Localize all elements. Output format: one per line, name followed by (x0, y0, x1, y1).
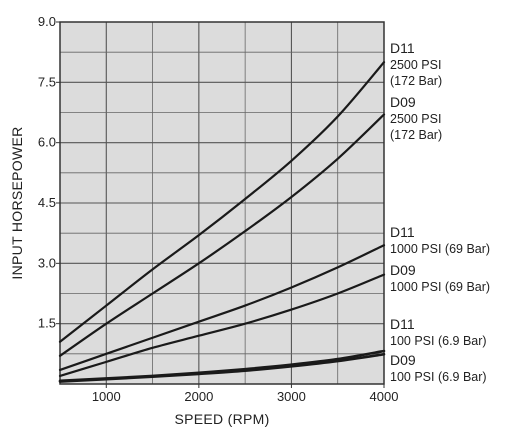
series-label-4: D09 1000 PSI (69 Bar) (390, 262, 490, 294)
series-label-1: D11 2500 PSI (172 Bar) (390, 40, 442, 88)
series-labels: D11 2500 PSI (172 Bar) D09 2500 PSI (172 Bar)… (390, 40, 490, 384)
x-tick-label: 2000 (184, 389, 213, 404)
series-label-pressure: (172 Bar) (390, 128, 442, 142)
series-line-4 (58, 273, 386, 378)
series-label-name: D11 (390, 224, 415, 240)
series-label-2: D09 2500 PSI (172 Bar) (390, 94, 442, 142)
series-label-pressure: 100 PSI (6.9 Bar) (390, 370, 487, 384)
series-line-3 (58, 244, 386, 372)
series-label-name: D11 (390, 40, 415, 56)
y-tick-label: 1.5 (38, 316, 56, 331)
series-label-pressure: 100 PSI (6.9 Bar) (390, 334, 487, 348)
y-tick-label: 7.5 (38, 74, 56, 89)
y-axis-title: INPUT HORSEPOWER (9, 126, 25, 279)
series-label-name: D09 (390, 94, 416, 110)
series-label-pressure: 2500 PSI (390, 112, 441, 126)
series-line-1 (58, 61, 386, 343)
series-label-name: D09 (390, 262, 416, 278)
series-label-5: D11 100 PSI (6.9 Bar) (390, 316, 487, 348)
series-label-6: D09 100 PSI (6.9 Bar) (390, 352, 487, 384)
x-axis-title: SPEED (RPM) (174, 411, 269, 427)
x-axis-ticks: 1000 2000 3000 4000 (92, 384, 399, 404)
y-axis-ticks: 1.5 3.0 4.5 6.0 7.5 9.0 (38, 14, 60, 331)
series-label-pressure: 1000 PSI (69 Bar) (390, 242, 490, 256)
series-label-3: D11 1000 PSI (69 Bar) (390, 224, 490, 256)
series-label-pressure: 1000 PSI (69 Bar) (390, 280, 490, 294)
y-tick-label: 4.5 (38, 195, 56, 210)
series-lines (58, 61, 386, 383)
y-tick-label: 3.0 (38, 255, 56, 270)
series-label-pressure: (172 Bar) (390, 74, 442, 88)
grid (60, 22, 384, 384)
y-tick-label: 6.0 (38, 135, 56, 150)
series-label-pressure: 2500 PSI (390, 58, 441, 72)
series-label-name: D09 (390, 352, 416, 368)
y-tick-label: 9.0 (38, 14, 56, 29)
x-tick-label: 3000 (277, 389, 306, 404)
series-line-2 (58, 113, 386, 357)
series-line-6 (58, 352, 386, 383)
x-tick-label: 1000 (92, 389, 121, 404)
series-label-name: D11 (390, 316, 415, 332)
x-tick-label: 4000 (370, 389, 399, 404)
